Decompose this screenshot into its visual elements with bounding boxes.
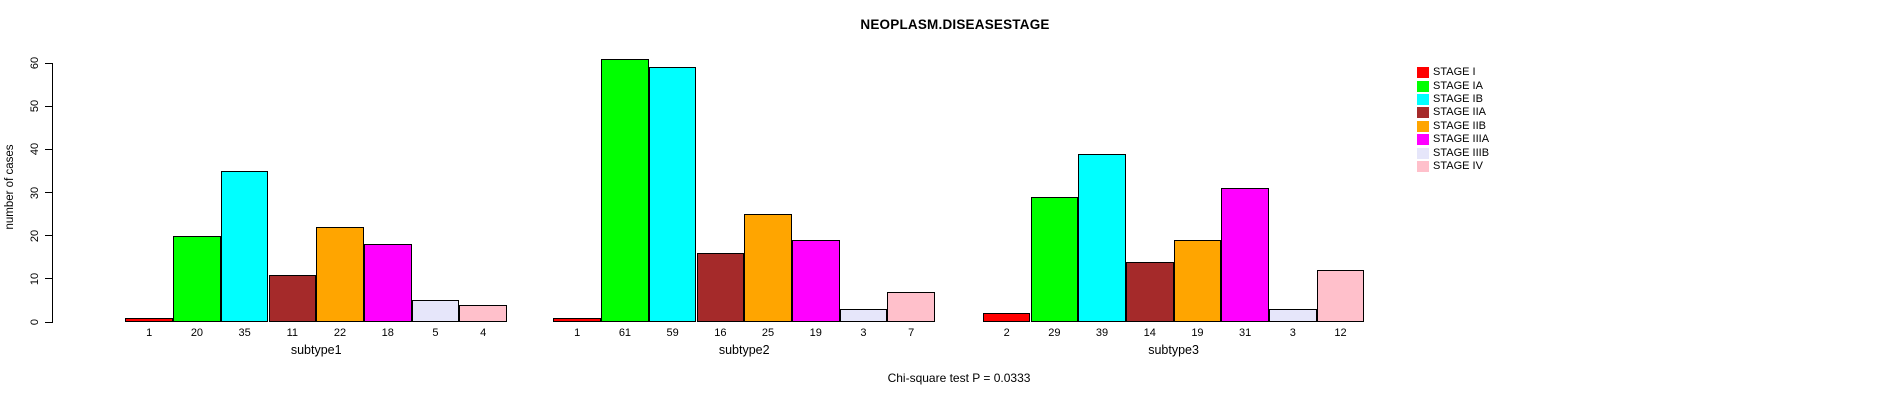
legend-item: STAGE IIB: [1417, 120, 1489, 133]
bar-stage-iib-subtype1: [316, 227, 364, 322]
y-axis-tick-label: 30: [29, 186, 41, 199]
legend-swatch-icon: [1417, 160, 1429, 172]
bar-stage-ia-subtype1: [173, 235, 221, 322]
bar-stage-iia-subtype3: [1125, 261, 1174, 322]
legend-item: STAGE IIIB: [1417, 146, 1489, 159]
bar-value-label: 7: [908, 327, 915, 339]
legend-item: STAGE IA: [1417, 79, 1489, 92]
chart-title: NEOPLASM.DISEASESTAGE: [860, 17, 1050, 32]
bar-stage-ia-subtype3: [1030, 196, 1079, 322]
y-axis-tick: [45, 235, 52, 237]
bar-value-label: 39: [1095, 327, 1109, 339]
legend-label: STAGE IIIB: [1433, 146, 1490, 159]
bar-stage-iia-subtype1: [268, 274, 317, 322]
bar-stage-ib-subtype2: [648, 67, 697, 322]
bar-stage-iib-subtype2: [744, 214, 792, 322]
y-axis-tick-label: 10: [29, 272, 41, 285]
bar-stage-iib-subtype3: [1173, 239, 1222, 322]
y-axis: [52, 63, 53, 323]
bar-value-label: 61: [618, 327, 632, 339]
legend-label: STAGE IV: [1433, 159, 1483, 172]
bar-value-label: 29: [1048, 327, 1061, 339]
y-axis-tick: [45, 62, 52, 64]
bar-stage-iiia-subtype2: [791, 239, 840, 322]
bar-value-label: 14: [1143, 327, 1156, 339]
bar-stage-ia-subtype2: [601, 58, 649, 322]
y-axis-tick-label: 50: [29, 100, 41, 113]
legend: STAGE I STAGE IA STAGE IB STAGE IIA STAGE II…: [1417, 66, 1489, 173]
bar-stage-iiib-subtype1: [411, 300, 460, 322]
legend-item: STAGE IIA: [1417, 106, 1489, 119]
bar-stage-iia-subtype2: [696, 252, 745, 322]
bar-value-label: 59: [666, 327, 679, 339]
bar-stage-i-subtype3: [982, 313, 1031, 322]
bar-value-label: 12: [1334, 327, 1347, 339]
legend-swatch-icon: [1417, 107, 1429, 119]
legend-item: STAGE I: [1417, 66, 1489, 79]
bar-value-label: 18: [381, 327, 394, 339]
legend-item: STAGE IV: [1417, 160, 1489, 173]
bar-stage-iiib-subtype2: [839, 309, 888, 322]
bar-value-label: 1: [574, 327, 581, 339]
bar-value-label: 16: [714, 327, 727, 339]
legend-swatch-icon: [1417, 134, 1429, 146]
x-axis-category-label: subtype1: [290, 343, 342, 357]
y-axis-tick-label: 20: [29, 229, 41, 242]
y-axis-label: number of cases: [4, 144, 16, 230]
legend-label: STAGE IIIA: [1433, 133, 1490, 146]
x-axis-category-label: subtype3: [1148, 343, 1199, 357]
legend-swatch-icon: [1417, 120, 1429, 132]
legend-item: STAGE IIIA: [1417, 133, 1489, 146]
bar-stage-ib-subtype3: [1078, 153, 1126, 322]
bar-value-label: 22: [333, 327, 347, 339]
bar-stage-iv-subtype3: [1316, 270, 1365, 322]
bar-stage-i-subtype1: [125, 317, 174, 322]
y-axis-tick-label: 0: [29, 318, 41, 326]
bar-value-label: 19: [809, 327, 822, 339]
y-axis-tick: [45, 321, 52, 323]
bar-value-label: 3: [1289, 327, 1296, 339]
bar-value-label: 11: [286, 327, 299, 339]
legend-swatch-icon: [1417, 147, 1429, 159]
bar-stage-iv-subtype1: [459, 304, 507, 322]
bar-value-label: 5: [432, 327, 439, 339]
bar-value-label: 19: [1191, 327, 1204, 339]
legend-item: STAGE IB: [1417, 93, 1489, 106]
bar-value-label: 4: [480, 327, 487, 339]
bar-value-label: 25: [761, 327, 775, 339]
legend-label: STAGE IIA: [1433, 106, 1486, 119]
bar-stage-i-subtype2: [553, 317, 602, 322]
y-axis-tick-label: 40: [29, 143, 41, 156]
y-axis-tick-label: 60: [29, 56, 41, 70]
legend-label: STAGE IIB: [1433, 119, 1486, 132]
legend-swatch-icon: [1417, 67, 1429, 79]
bar-value-label: 20: [190, 327, 204, 339]
bar-value-label: 31: [1239, 327, 1252, 339]
bar-stage-iiia-subtype3: [1221, 188, 1269, 322]
y-axis-tick: [45, 148, 52, 150]
chi-square-annotation: Chi-square test P = 0.0333: [887, 371, 1031, 385]
y-axis-tick: [45, 192, 52, 193]
bar-stage-iiia-subtype1: [363, 244, 412, 322]
bar-value-label: 3: [860, 327, 867, 339]
bar-value-label: 1: [146, 327, 153, 339]
legend-swatch-icon: [1417, 80, 1429, 92]
legend-label: STAGE IB: [1433, 92, 1483, 105]
x-axis-category-label: subtype2: [718, 343, 770, 357]
bar-stage-ib-subtype1: [220, 170, 269, 322]
y-axis-tick: [45, 105, 52, 107]
y-axis-tick: [45, 278, 52, 280]
bar-value-label: 35: [238, 327, 251, 339]
bar-stage-iiib-subtype3: [1269, 309, 1317, 322]
legend-label: STAGE I: [1433, 66, 1476, 79]
legend-swatch-icon: [1417, 93, 1429, 105]
legend-label: STAGE IA: [1433, 79, 1483, 92]
bar-stage-iv-subtype2: [887, 291, 935, 322]
bar-value-label: 2: [1003, 327, 1010, 339]
